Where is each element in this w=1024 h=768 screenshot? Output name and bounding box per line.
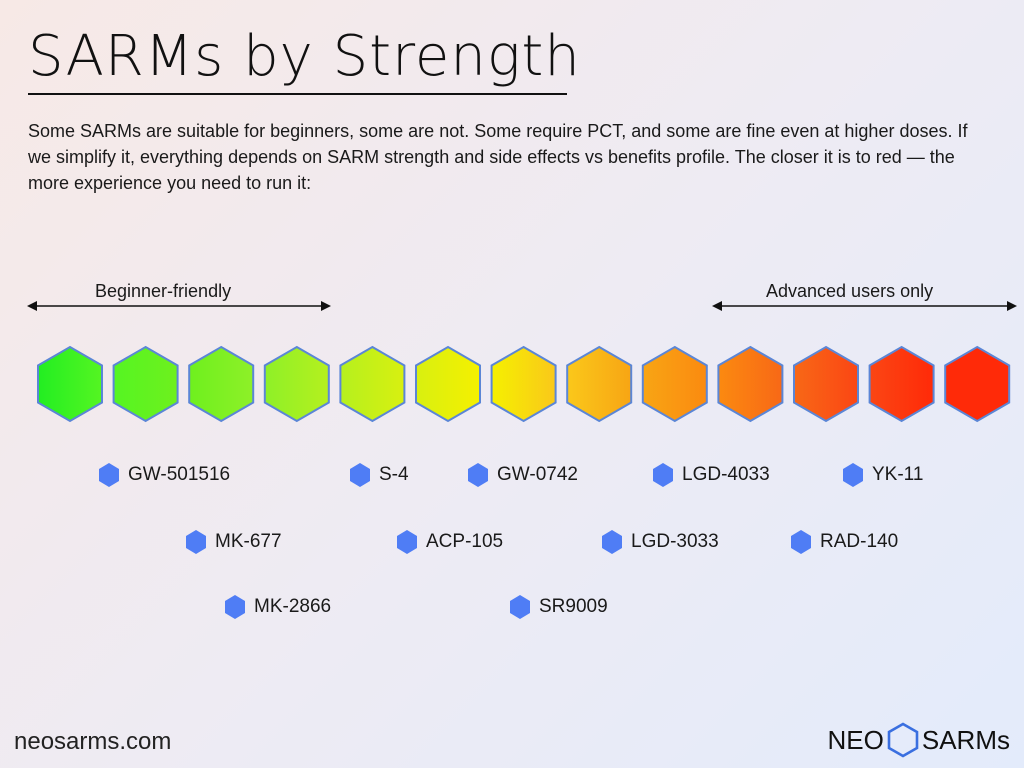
sarm-label: MK-2866: [254, 596, 332, 617]
strength-hexagon-8: [566, 345, 633, 423]
hexagon-marker-icon: [510, 595, 530, 619]
strength-hexagon-12: [868, 345, 935, 423]
strength-hexagon-1: [37, 345, 103, 423]
sarm-label: ACP-105: [426, 531, 504, 552]
sarm-item-mk-2866: MK-2866: [224, 594, 331, 620]
beginner-range-arrow: [27, 301, 331, 311]
sarm-item-s-4: S-4: [349, 462, 409, 488]
brand-logo-right: SARMs: [921, 724, 1010, 755]
strength-hexagon-9: [641, 345, 708, 423]
strength-scale: [37, 345, 1011, 423]
hexagon-marker-icon: [843, 463, 863, 487]
intro-paragraph: Some SARMs are suitable for beginners, s…: [28, 121, 968, 193]
sarm-item-mk-677: MK-677: [185, 529, 282, 555]
hexagon-marker-icon: [653, 463, 673, 487]
sarm-label: SR9009: [539, 596, 608, 617]
strength-hexagon-10: [717, 345, 784, 423]
page-title: SARMs by Strength: [28, 24, 581, 89]
hexagon-marker-icon: [468, 463, 488, 487]
sarm-item-gw-0742: GW-0742: [467, 462, 578, 488]
sarm-label: S-4: [379, 464, 409, 485]
hexagon-marker-icon: [350, 463, 370, 487]
advanced-range-arrow: [712, 301, 1017, 311]
hexagon-logo-icon: [887, 722, 919, 758]
hexagon-marker-icon: [791, 530, 811, 554]
strength-hexagon-4: [263, 345, 330, 423]
hexagon-marker-icon: [225, 595, 245, 619]
strength-hexagon-2: [112, 345, 179, 423]
sarm-label: GW-0742: [497, 464, 578, 485]
sarm-item-acp-105: ACP-105: [396, 529, 503, 555]
title-underline: [28, 93, 567, 95]
strength-hexagon-3: [188, 345, 255, 423]
sarm-item-lgd-3033: LGD-3033: [601, 529, 719, 555]
sarm-item-gw-501516: GW-501516: [98, 462, 230, 488]
sarm-label: MK-677: [215, 531, 282, 552]
sarm-label: LGD-3033: [631, 531, 719, 552]
brand-logo-left: NEO: [827, 724, 884, 755]
strength-hexagon-5: [339, 345, 406, 423]
strength-hexagon-6: [415, 345, 481, 423]
strength-hexagon-11: [793, 345, 859, 423]
strength-hexagon-13: [944, 345, 1011, 423]
beginner-friendly-label: Beginner-friendly: [95, 281, 232, 301]
sarm-item-sr9009: SR9009: [509, 594, 608, 620]
hexagon-marker-icon: [99, 463, 119, 487]
sarm-item-yk-11: YK-11: [842, 462, 923, 488]
strength-hexagon-7: [490, 345, 557, 423]
advanced-users-label: Advanced users only: [766, 281, 934, 301]
sarm-label: YK-11: [872, 464, 924, 485]
sarm-label: RAD-140: [820, 531, 899, 552]
brand-logo: NEO SARMs: [828, 722, 1010, 758]
hexagon-marker-icon: [397, 530, 417, 554]
sarm-label: LGD-4033: [682, 464, 770, 485]
sarm-item-lgd-4033: LGD-4033: [652, 462, 770, 488]
sarm-label: GW-501516: [128, 464, 231, 485]
site-url: neosarms.com: [14, 728, 172, 755]
sarm-item-rad-140: RAD-140: [790, 529, 898, 555]
hexagon-marker-icon: [186, 530, 206, 554]
hexagon-marker-icon: [602, 530, 622, 554]
